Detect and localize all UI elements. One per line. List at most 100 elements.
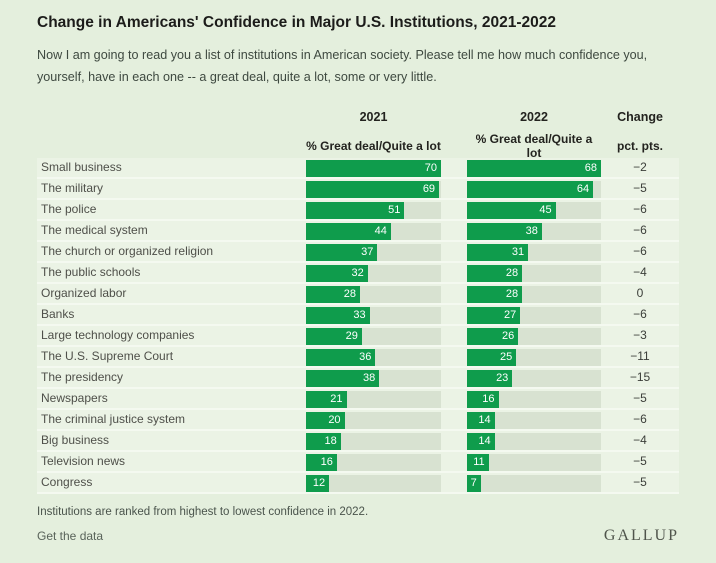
change-value: −4: [633, 433, 647, 447]
col-header-2021: 2021: [359, 110, 388, 124]
row-label: Congress: [41, 475, 93, 489]
bar-2021: 38: [306, 369, 380, 387]
column-year-headers: 2021 2022 Change: [37, 108, 679, 126]
bar-track-2021: 37: [306, 243, 441, 261]
row-label: Big business: [41, 433, 110, 447]
bar-track-2022: 27: [467, 306, 601, 324]
bar-2021: 51: [306, 201, 405, 219]
bar-2022: 14: [467, 432, 495, 450]
gallup-chart-page: Change in Americans' Confidence in Major…: [37, 14, 679, 545]
bar-track-2021: 51: [306, 201, 441, 219]
row-label: The medical system: [41, 223, 148, 237]
row-label: The U.S. Supreme Court: [41, 349, 174, 363]
row-label: The criminal justice system: [41, 412, 186, 426]
bar-track-2021: 70: [306, 159, 441, 177]
col-header-change: Change: [617, 110, 663, 124]
bar-track-2022: 38: [467, 222, 601, 240]
bar-track-2022: 25: [467, 348, 601, 366]
bar-2022: 28: [467, 285, 523, 303]
table-row: Big business 18 14 −4: [37, 431, 679, 452]
bar-track-2022: 28: [467, 285, 601, 303]
table-row: The church or organized religion 37 31 −6: [37, 242, 679, 263]
bar-2021: 44: [306, 222, 391, 240]
bar-track-2022: 28: [467, 264, 601, 282]
bar-track-2021: 32: [306, 264, 441, 282]
table-row: The public schools 32 28 −4: [37, 263, 679, 284]
change-value: −5: [633, 181, 647, 195]
bar-2022: 68: [467, 159, 601, 177]
change-value: −6: [633, 307, 647, 321]
bar-2022: 27: [467, 306, 521, 324]
bar-2022: 31: [467, 243, 529, 261]
bar-track-2021: 33: [306, 306, 441, 324]
chart-rows: Small business 70 68 −2 The military 69 64 −5 Th…: [37, 158, 679, 494]
table-row: Television news 16 11 −5: [37, 452, 679, 473]
change-value: −6: [633, 202, 647, 216]
bar-track-2021: 28: [306, 285, 441, 303]
bar-track-2022: 26: [467, 327, 601, 345]
table-row: Small business 70 68 −2: [37, 158, 679, 179]
col-measure-2021: % Great deal/Quite a lot: [306, 139, 441, 153]
table-row: The U.S. Supreme Court 36 25 −11: [37, 347, 679, 368]
change-value: −11: [630, 349, 650, 363]
bar-track-2022: 16: [467, 390, 601, 408]
bar-2021: 33: [306, 306, 370, 324]
col-header-2022: 2022: [520, 110, 548, 124]
bar-track-2022: 14: [467, 411, 601, 429]
change-value: −4: [633, 265, 647, 279]
footer-bar: Get the data GALLUP: [37, 527, 679, 545]
row-label: Large technology companies: [41, 328, 195, 342]
bar-track-2021: 18: [306, 432, 441, 450]
row-label: The church or organized religion: [41, 244, 214, 258]
bar-track-2022: 64: [467, 180, 601, 198]
row-label: The military: [41, 181, 104, 195]
column-measure-headers: % Great deal/Quite a lot % Great deal/Qu…: [37, 132, 679, 160]
bar-2022: 7: [467, 474, 481, 492]
bar-track-2022: 23: [467, 369, 601, 387]
bar-track-2021: 36: [306, 348, 441, 366]
bar-2022: 11: [467, 453, 489, 471]
bar-track-2022: 11: [467, 453, 601, 471]
row-label: Organized labor: [41, 286, 127, 300]
table-row: The military 69 64 −5: [37, 179, 679, 200]
bar-track-2021: 12: [306, 474, 441, 492]
row-label: Television news: [41, 454, 126, 468]
row-label: Newspapers: [41, 391, 108, 405]
get-the-data-link[interactable]: Get the data: [37, 529, 104, 543]
row-label: The presidency: [41, 370, 124, 384]
bar-2021: 12: [306, 474, 330, 492]
change-value: −15: [629, 370, 651, 384]
bar-2021: 29: [306, 327, 362, 345]
gallup-logo: GALLUP: [603, 527, 679, 544]
change-value: 0: [636, 286, 644, 300]
table-row: Congress 12 7 −5: [37, 473, 679, 494]
bar-2021: 36: [306, 348, 376, 366]
change-value: −6: [633, 412, 647, 426]
row-label: Banks: [41, 307, 75, 321]
change-value: −6: [633, 244, 647, 258]
bar-2022: 45: [467, 201, 556, 219]
change-value: −6: [633, 223, 647, 237]
bar-2022: 38: [467, 222, 542, 240]
table-row: The medical system 44 38 −6: [37, 221, 679, 242]
row-label: The police: [41, 202, 97, 216]
bar-2022: 64: [467, 180, 594, 198]
row-label: The public schools: [41, 265, 141, 279]
bar-2021: 21: [306, 390, 347, 408]
bar-2022: 14: [467, 411, 495, 429]
bar-track-2021: 29: [306, 327, 441, 345]
bar-track-2021: 20: [306, 411, 441, 429]
bar-track-2021: 44: [306, 222, 441, 240]
bar-track-2022: 45: [467, 201, 601, 219]
bar-2021: 20: [306, 411, 345, 429]
bar-2021: 18: [306, 432, 341, 450]
bar-track-2021: 38: [306, 369, 441, 387]
bar-track-2022: 31: [467, 243, 601, 261]
bar-track-2021: 21: [306, 390, 441, 408]
bar-track-2022: 14: [467, 432, 601, 450]
survey-question-text: Now I am going to read you a list of ins…: [37, 48, 648, 84]
table-row: The criminal justice system 20 14 −6: [37, 410, 679, 431]
table-row: The presidency 38 23 −15: [37, 368, 679, 389]
bar-2022: 16: [467, 390, 499, 408]
change-value: −5: [633, 454, 647, 468]
